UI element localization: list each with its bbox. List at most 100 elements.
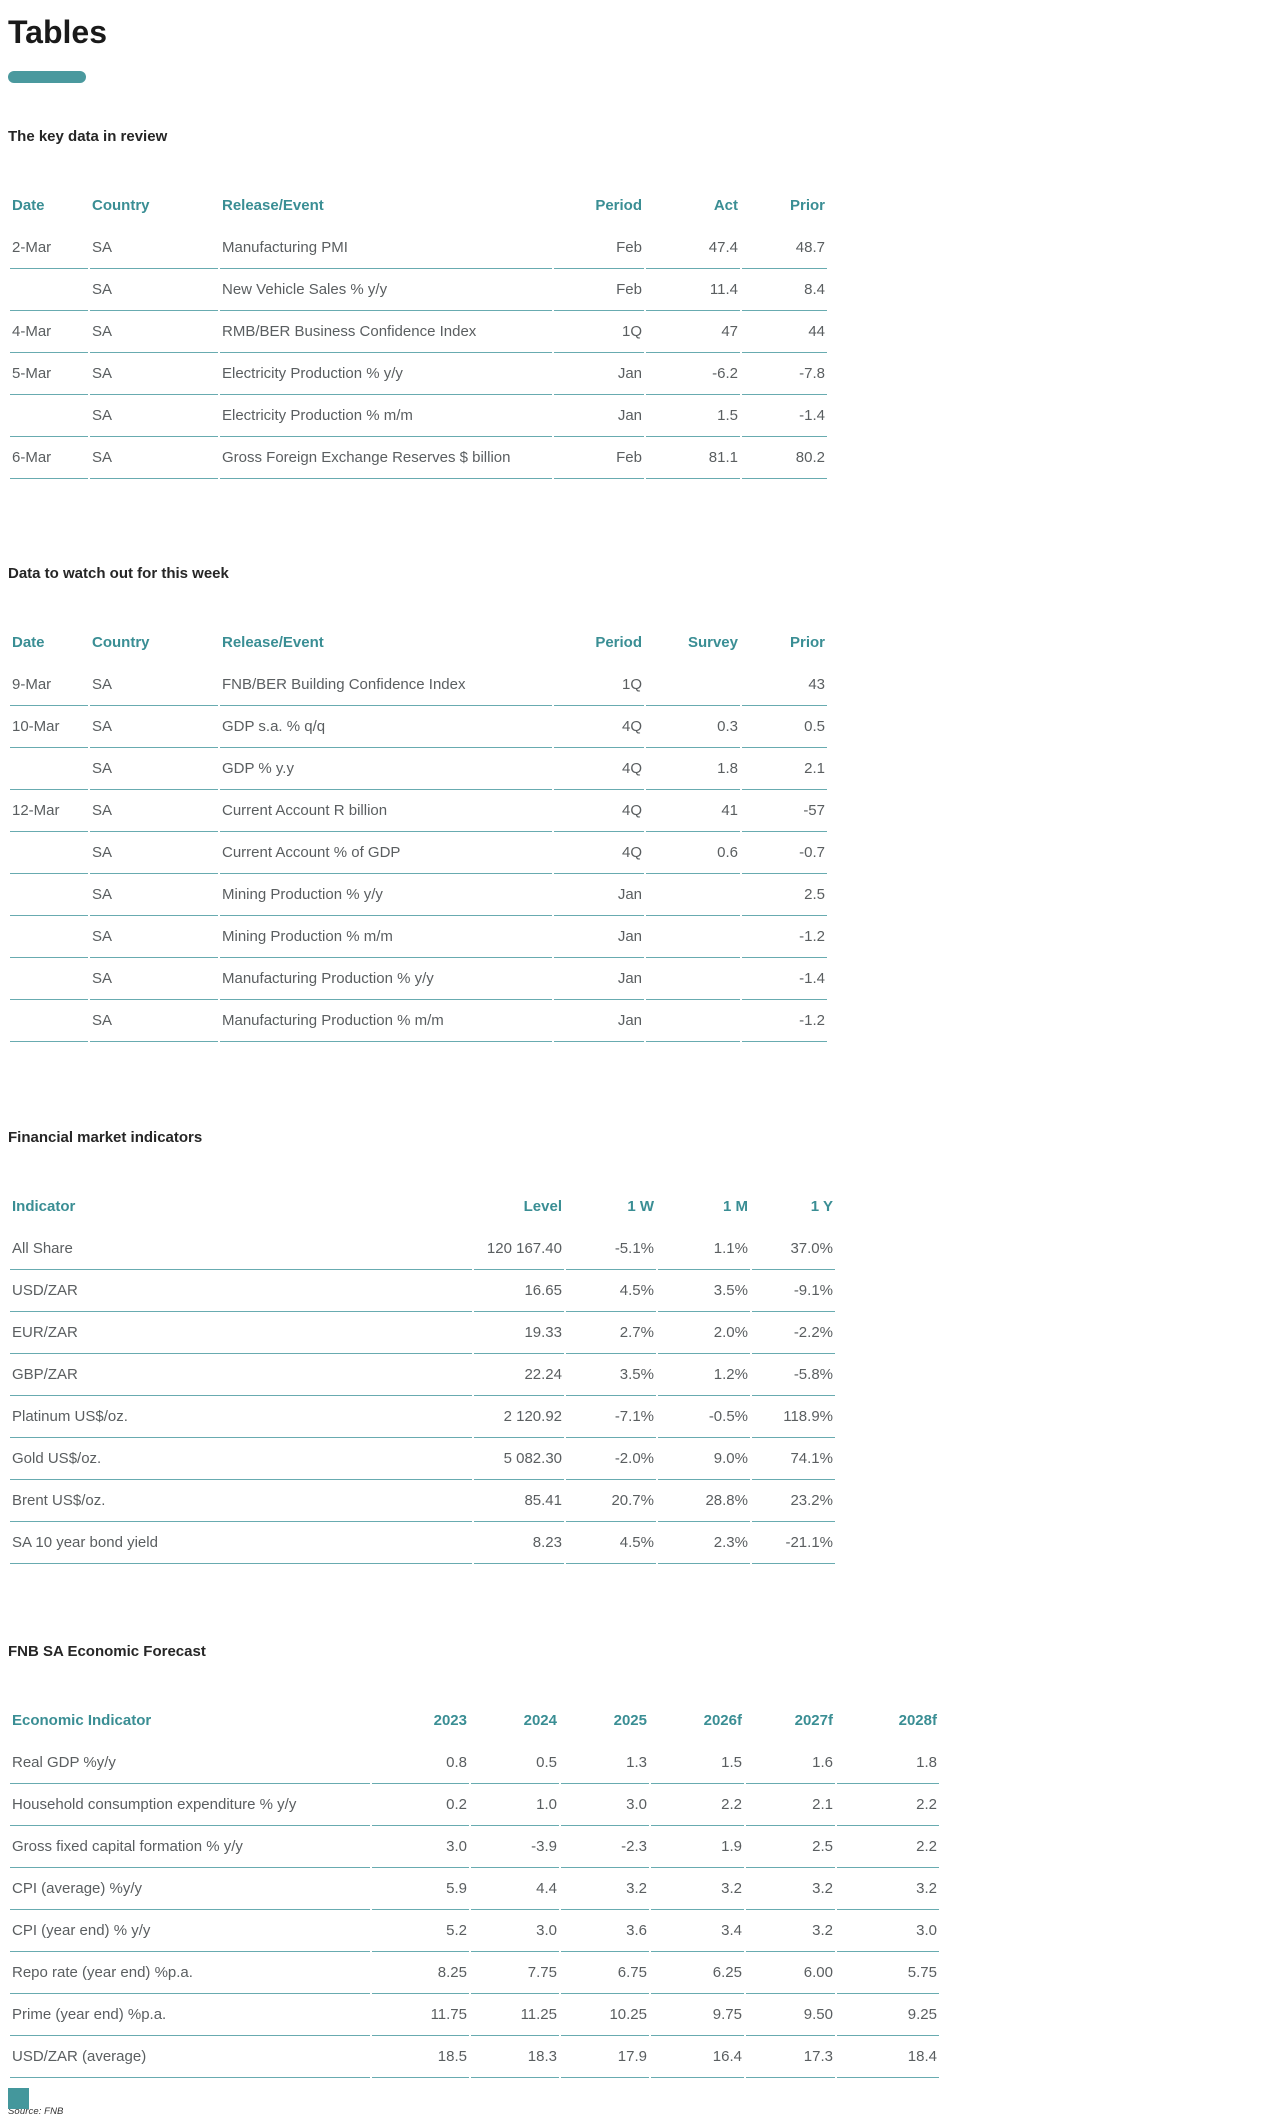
table-cell bbox=[10, 748, 88, 790]
section-data-to-watch: Data to watch out for this week Date Coun… bbox=[8, 564, 1280, 1042]
table-cell: 1.2% bbox=[658, 1354, 750, 1396]
table-cell: Feb bbox=[554, 437, 644, 479]
table-cell bbox=[10, 395, 88, 437]
table-cell: 6.25 bbox=[651, 1952, 744, 1994]
table-cell: 16.4 bbox=[651, 2036, 744, 2078]
table-row: Brent US$/oz. 85.41 20.7% 28.8% 23.2% bbox=[10, 1480, 835, 1522]
column-header: 1 W bbox=[627, 1197, 654, 1215]
table-cell bbox=[646, 958, 740, 1000]
table-cell: Household consumption expenditure % y/y bbox=[10, 1784, 370, 1826]
table-cell: Gross Foreign Exchange Reserves $ billio… bbox=[220, 437, 552, 479]
section-financial-market-indicators: Financial market indicators Indicator Lev… bbox=[8, 1129, 1280, 1564]
table-row: 2-Mar SA Manufacturing PMI Feb 47.4 48.7 bbox=[10, 227, 827, 269]
table-cell: 0.5 bbox=[471, 1742, 559, 1784]
table-cell: SA bbox=[90, 437, 218, 479]
table-cell: 9.0% bbox=[658, 1438, 750, 1480]
table-cell: 4.5% bbox=[566, 1270, 656, 1312]
table-cell: 1.6 bbox=[746, 1742, 835, 1784]
table-cell: Platinum US$/oz. bbox=[10, 1396, 472, 1438]
table-cell: 4.4 bbox=[471, 1868, 559, 1910]
table-cell: 19.33 bbox=[474, 1312, 564, 1354]
table-cell: 1.8 bbox=[837, 1742, 939, 1784]
table-cell: 6.00 bbox=[746, 1952, 835, 1994]
table-cell bbox=[10, 1000, 88, 1042]
table-cell: Current Account R billion bbox=[220, 790, 552, 832]
table-cell: Jan bbox=[554, 353, 644, 395]
table-cell: SA bbox=[90, 706, 218, 748]
table-cell: -21.1% bbox=[752, 1522, 835, 1564]
table-cell bbox=[646, 874, 740, 916]
table-row: SA Manufacturing Production % y/y Jan -1.4 bbox=[10, 958, 827, 1000]
table-cell: USD/ZAR bbox=[10, 1270, 472, 1312]
section-heading: Data to watch out for this week bbox=[8, 564, 229, 582]
table-cell: SA 10 year bond yield bbox=[10, 1522, 472, 1564]
table-cell: 81.1 bbox=[646, 437, 740, 479]
table-row: Household consumption expenditure % y/y 0… bbox=[10, 1784, 939, 1826]
table-cell: Electricity Production % y/y bbox=[220, 353, 552, 395]
table-cell: 4Q bbox=[554, 832, 644, 874]
table-cell: GBP/ZAR bbox=[10, 1354, 472, 1396]
table-cell: 43 bbox=[742, 664, 827, 706]
table-cell: SA bbox=[90, 832, 218, 874]
table-row: SA Mining Production % m/m Jan -1.2 bbox=[10, 916, 827, 958]
table-cell: 1.3 bbox=[561, 1742, 649, 1784]
table-header-row: Indicator Level 1 W 1 M 1 Y bbox=[10, 1184, 835, 1228]
table-cell: 2.0% bbox=[658, 1312, 750, 1354]
table-cell: 0.3 bbox=[646, 706, 740, 748]
title-underline-pill bbox=[8, 70, 86, 83]
column-header: 1 Y bbox=[810, 1197, 833, 1215]
column-header: 2026f bbox=[703, 1711, 742, 1729]
table-cell: Manufacturing Production % y/y bbox=[220, 958, 552, 1000]
table-cell: Feb bbox=[554, 269, 644, 311]
table-cell: 5-Mar bbox=[10, 353, 88, 395]
table-cell bbox=[10, 958, 88, 1000]
table-cell: SA bbox=[90, 958, 218, 1000]
section-heading: The key data in review bbox=[8, 127, 168, 145]
table-cell: 5.2 bbox=[372, 1910, 469, 1952]
source-note: Source: FNB bbox=[8, 2105, 64, 2117]
table-cell: 85.41 bbox=[474, 1480, 564, 1522]
table-cell: Mining Production % m/m bbox=[220, 916, 552, 958]
table-cell: 16.65 bbox=[474, 1270, 564, 1312]
table-cell: Jan bbox=[554, 1000, 644, 1042]
table-cell: Electricity Production % m/m bbox=[220, 395, 552, 437]
table-cell: -2.3 bbox=[561, 1826, 649, 1868]
table-cell: 2-Mar bbox=[10, 227, 88, 269]
financial-market-indicators-table: Indicator Level 1 W 1 M 1 Y All Share 120 167.… bbox=[8, 1184, 837, 1564]
table-cell: 2.3% bbox=[658, 1522, 750, 1564]
column-header: Period bbox=[595, 633, 642, 651]
column-header: Prior bbox=[789, 633, 825, 651]
table-cell: -57 bbox=[742, 790, 827, 832]
table-cell: SA bbox=[90, 269, 218, 311]
table-cell bbox=[646, 916, 740, 958]
section-economic-forecast: FNB SA Economic Forecast Economic Indica… bbox=[8, 1642, 1280, 2078]
table-cell: 6.75 bbox=[561, 1952, 649, 1994]
section-heading: FNB SA Economic Forecast bbox=[8, 1642, 206, 1660]
table-cell: -5.1% bbox=[566, 1228, 656, 1270]
table-cell: Gross fixed capital formation % y/y bbox=[10, 1826, 370, 1868]
table-cell: 1.5 bbox=[646, 395, 740, 437]
table-cell: -1.4 bbox=[742, 958, 827, 1000]
table-row: SA 10 year bond yield 8.23 4.5% 2.3% -21.1% bbox=[10, 1522, 835, 1564]
table-cell: 9.75 bbox=[651, 1994, 744, 2036]
table-cell: Current Account % of GDP bbox=[220, 832, 552, 874]
table-cell: -2.0% bbox=[566, 1438, 656, 1480]
table-cell: 5 082.30 bbox=[474, 1438, 564, 1480]
table-cell: Manufacturing Production % m/m bbox=[220, 1000, 552, 1042]
table-cell: -1.2 bbox=[742, 1000, 827, 1042]
table-cell: RMB/BER Business Confidence Index bbox=[220, 311, 552, 353]
table-row: Platinum US$/oz. 2 120.92 -7.1% -0.5% 118.9% bbox=[10, 1396, 835, 1438]
table-cell: 9.25 bbox=[837, 1994, 939, 2036]
table-cell: Gold US$/oz. bbox=[10, 1438, 472, 1480]
table-cell: Manufacturing PMI bbox=[220, 227, 552, 269]
table-row: Gross fixed capital formation % y/y 3.0 -3… bbox=[10, 1826, 939, 1868]
table-cell: 8.25 bbox=[372, 1952, 469, 1994]
table-row: SA Manufacturing Production % m/m Jan -1.2 bbox=[10, 1000, 827, 1042]
table-cell: 2.5 bbox=[742, 874, 827, 916]
table-cell: 6-Mar bbox=[10, 437, 88, 479]
table-cell: 3.0 bbox=[837, 1910, 939, 1952]
table-cell: 4Q bbox=[554, 706, 644, 748]
table-cell: 1.9 bbox=[651, 1826, 744, 1868]
table-row: USD/ZAR 16.65 4.5% 3.5% -9.1% bbox=[10, 1270, 835, 1312]
table-header-row: Date Country Release/Event Period Survey Prio… bbox=[10, 620, 827, 664]
